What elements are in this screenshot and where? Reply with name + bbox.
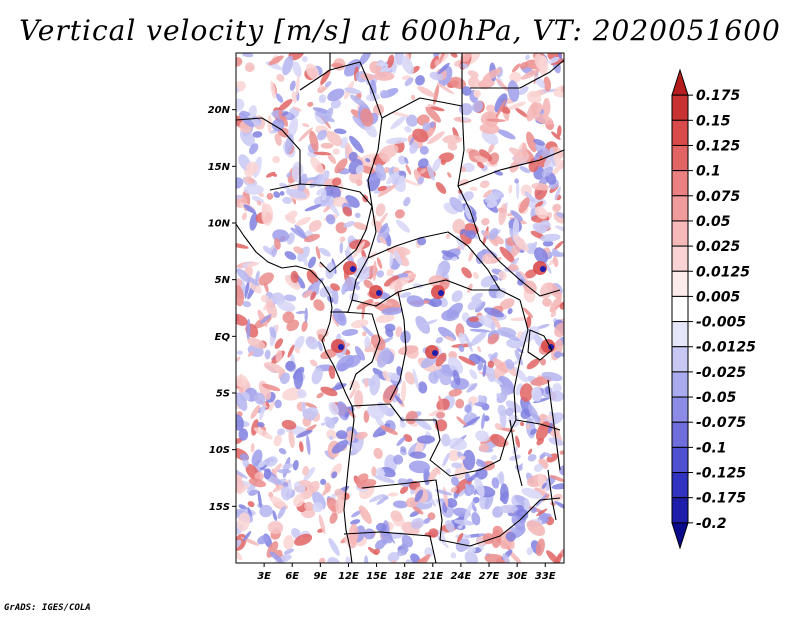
coastline-west-africa	[236, 223, 355, 563]
border-drc-south	[351, 403, 501, 477]
colorbar-label: 0.0125	[696, 264, 750, 280]
grads-credit: GrADS: IGES/COLA	[4, 603, 91, 613]
border-car-south	[351, 279, 521, 307]
colorbar-segment	[671, 119, 689, 146]
latitude-axis: 20N 15N 10N 5N EQ 5S 10S 15S	[208, 105, 236, 513]
colorbar-segment	[671, 144, 689, 172]
border-sudan	[381, 97, 471, 211]
colorbar-label: 0.025	[696, 239, 741, 255]
colorbar-label: -0.075	[696, 415, 746, 431]
border-congo	[341, 311, 381, 391]
border-north-chad	[236, 117, 301, 184]
lon-tick-label: 21E	[422, 571, 443, 582]
lon-tick-label: 33E	[535, 571, 556, 582]
colorbar-segment	[671, 346, 689, 373]
colorbar-label: 0.005	[696, 289, 741, 305]
border-drc-east	[499, 299, 529, 461]
colorbar-label: -0.0125	[696, 340, 756, 356]
colorbar-segment	[671, 195, 689, 222]
lon-tick-label: 18E	[394, 571, 415, 582]
colorbar-segment	[671, 321, 689, 348]
border-east-coast	[547, 379, 561, 471]
colorbar-segment	[671, 220, 689, 247]
colorbar-label: 0.05	[696, 214, 731, 230]
lon-tick-label: 15E	[366, 571, 387, 582]
colorbar-segment	[671, 295, 689, 323]
colorbar-label: -0.2	[696, 516, 727, 532]
colorbar-segment	[671, 446, 689, 474]
lon-tick-label: 6E	[285, 571, 299, 582]
colorbar-segment	[671, 497, 689, 524]
border-angola-zambia	[361, 479, 561, 547]
lon-tick-label: 27E	[479, 571, 500, 582]
map-frame	[235, 52, 565, 564]
border-tanzania	[515, 419, 561, 431]
border-lake-malawi	[547, 469, 557, 521]
colorbar-label: -0.1	[696, 440, 727, 456]
colorbar: 0.175 0.15 0.125 0.1 0.075 0.05 0.025 0.0125 0.0…	[671, 68, 756, 550]
border-drc-west	[389, 291, 407, 401]
colorbar-segment	[671, 421, 689, 448]
border-car	[367, 231, 501, 291]
longitude-axis: 3E 6E 9E 12E 15E 18E 21E 24E 27E 30E 33E	[257, 563, 556, 582]
border-nigeria	[269, 183, 373, 273]
lon-tick-label: 3E	[257, 571, 271, 582]
colorbar-label: 0.175	[696, 88, 741, 104]
lat-tick-label: 15N	[208, 162, 231, 173]
colorbar-segment	[671, 396, 689, 423]
colorbar-label: 0.125	[696, 138, 741, 154]
colorbar-label: -0.05	[696, 390, 737, 406]
colorbar-label: 0.15	[696, 113, 731, 129]
lon-tick-label: 30E	[507, 571, 528, 582]
border-lake-tanganyika	[509, 419, 523, 487]
colorbar-segment	[671, 170, 689, 197]
colorbar-label: -0.005	[696, 315, 746, 331]
colorbar-segment	[671, 94, 689, 121]
vertical-velocity-field	[236, 53, 564, 563]
colorbar-top-arrow	[671, 68, 689, 96]
colorbar-label: 0.075	[696, 189, 741, 205]
country-borders	[236, 53, 564, 563]
colorbar-label: -0.175	[696, 491, 746, 507]
lat-tick-label: 5N	[215, 275, 231, 286]
border-south-sudan	[469, 209, 561, 297]
colorbar-segment	[671, 472, 689, 499]
colorbar-label: 0.1	[696, 164, 721, 180]
lon-tick-label: 12E	[338, 571, 359, 582]
lat-tick-label: 5S	[216, 389, 230, 400]
lat-tick-label: EQ	[215, 332, 231, 343]
lat-tick-label: 10N	[208, 219, 231, 230]
lat-tick-label: 15S	[209, 502, 230, 513]
lat-tick-label: 20N	[208, 105, 231, 116]
chart-title: Vertical velocity [m/s] at 600hPa, VT: 2…	[19, 14, 781, 47]
lat-tick-label: 10S	[209, 445, 230, 456]
colorbar-segment	[671, 245, 689, 272]
colorbar-segment	[671, 270, 689, 297]
colorbar-label: -0.025	[696, 365, 746, 381]
colorbar-bottom-arrow	[671, 522, 689, 550]
lon-tick-label: 9E	[313, 571, 327, 582]
border-lake-victoria	[527, 329, 553, 361]
lon-tick-label: 24E	[451, 571, 472, 582]
colorbar-segment	[671, 371, 689, 398]
border-ethiopia	[457, 149, 564, 187]
border-namibia	[343, 531, 437, 563]
border-red-sea	[470, 59, 564, 89]
colorbar-label: -0.125	[696, 466, 746, 482]
border-niger-chad	[299, 61, 383, 207]
